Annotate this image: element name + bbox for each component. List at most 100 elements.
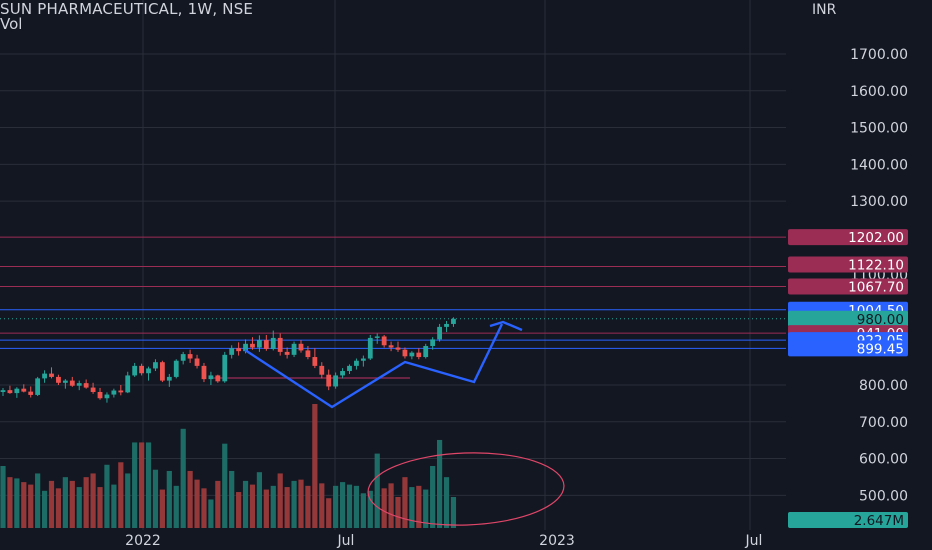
candle-body <box>201 365 207 380</box>
volume-bar <box>14 478 20 528</box>
price-tick-label: 500.00 <box>859 488 908 504</box>
candle-body <box>277 337 283 352</box>
volume-bar <box>35 473 41 528</box>
time-label-jul: Jul <box>745 533 763 549</box>
candle-body <box>257 340 262 348</box>
currency-label[interactable]: INR <box>812 2 837 18</box>
candle-body <box>326 374 332 387</box>
candle-body <box>90 387 96 392</box>
candle-body <box>118 390 124 393</box>
candle-body <box>312 357 318 366</box>
volume-bar <box>395 497 401 528</box>
volume-bar <box>353 485 360 528</box>
time-axis: 2022 Jul 2023 Jul <box>125 533 762 549</box>
volume-bar <box>187 470 193 528</box>
volume-tag-bg <box>788 512 908 528</box>
price-tick-label: 1600.00 <box>850 84 908 100</box>
volume-bar <box>242 480 249 528</box>
volume-highlight-ellipse[interactable] <box>367 450 565 529</box>
volume-bar <box>326 498 332 528</box>
volume-bar <box>55 488 62 528</box>
candle-body <box>360 358 366 361</box>
volume-bar <box>111 484 117 528</box>
volume-tag: 2.647M <box>854 513 904 529</box>
candle-body <box>0 390 6 392</box>
candle-body <box>388 345 394 348</box>
volume-bar <box>305 485 311 528</box>
volume-bar <box>236 492 242 528</box>
candle-body <box>187 354 193 359</box>
price-axis: 1700.00 1600.00 1500.00 1400.00 1300.00 800.0… <box>788 2 908 529</box>
volume-bar <box>194 479 200 528</box>
volume-bar <box>125 473 131 528</box>
volume-bar <box>7 477 13 528</box>
candle-body <box>354 360 359 366</box>
volume-bar <box>333 485 339 528</box>
candle-body <box>173 360 179 377</box>
volume-bar <box>159 489 165 528</box>
candle-body <box>250 343 255 348</box>
volume-bar <box>21 482 27 528</box>
arrow-head[interactable] <box>489 320 523 332</box>
candle-body <box>21 388 27 392</box>
price-tick-label: 1400.00 <box>850 157 908 173</box>
volume-bar <box>132 442 138 528</box>
volume-bar <box>83 477 89 528</box>
candle-body <box>347 365 352 372</box>
price-tag-1067-70: 1067.70 <box>848 280 904 296</box>
w-pattern-line[interactable] <box>244 323 504 409</box>
volume-bar <box>291 480 297 528</box>
volume-bar <box>118 462 124 528</box>
candle-body <box>437 326 442 340</box>
candle-body <box>444 323 449 327</box>
candle-body <box>284 351 290 355</box>
candle-body <box>49 373 54 377</box>
volume-bar <box>430 466 436 528</box>
candle-body <box>62 380 68 383</box>
candlestick-series <box>0 317 456 403</box>
candle-body <box>270 337 276 349</box>
volume-bar <box>374 453 380 528</box>
price-tag-980-00: 980.00 <box>857 312 904 328</box>
candle-body <box>166 376 172 381</box>
volume-bar <box>263 489 269 528</box>
candle-body <box>263 340 269 349</box>
time-label-jul: Jul <box>337 533 355 549</box>
volume-bar <box>229 470 235 528</box>
volume-bar <box>409 487 415 528</box>
price-tick-label: 700.00 <box>859 415 908 431</box>
volume-bar <box>48 480 55 528</box>
candle-body <box>423 346 429 358</box>
volume-bar <box>312 404 318 528</box>
candle-body <box>416 352 422 358</box>
price-tick-label: 600.00 <box>859 452 908 468</box>
volume-bar <box>28 484 34 528</box>
price-tag-1122-10-bg <box>788 256 908 273</box>
volume-bar <box>62 477 68 528</box>
symbol-title[interactable]: SUN PHARMACEUTICAL, 1W, NSE <box>0 0 254 18</box>
price-tick-label: 800.00 <box>859 378 908 394</box>
volume-bar <box>256 472 263 528</box>
volume-bar <box>319 483 325 528</box>
volume-bar <box>402 477 408 528</box>
candle-body <box>146 368 151 374</box>
volume-bar <box>416 485 422 528</box>
volume-bar <box>298 479 304 528</box>
candle-body <box>28 391 34 395</box>
price-tick-label: 1500.00 <box>850 121 908 137</box>
candle-body <box>298 343 304 351</box>
candle-body <box>97 391 103 399</box>
volume-bar <box>166 470 172 528</box>
candle-body <box>35 378 41 395</box>
candle-body <box>104 394 110 399</box>
volume-bar <box>443 477 450 528</box>
candle-body <box>333 375 339 387</box>
volume-bar <box>139 442 145 528</box>
price-tick-label: 1300.00 <box>850 194 908 210</box>
volume-indicator-label[interactable]: Vol <box>0 15 23 33</box>
candle-body <box>76 383 82 386</box>
candle-body <box>229 348 235 355</box>
candle-body <box>402 349 408 357</box>
candle-body <box>7 390 13 394</box>
